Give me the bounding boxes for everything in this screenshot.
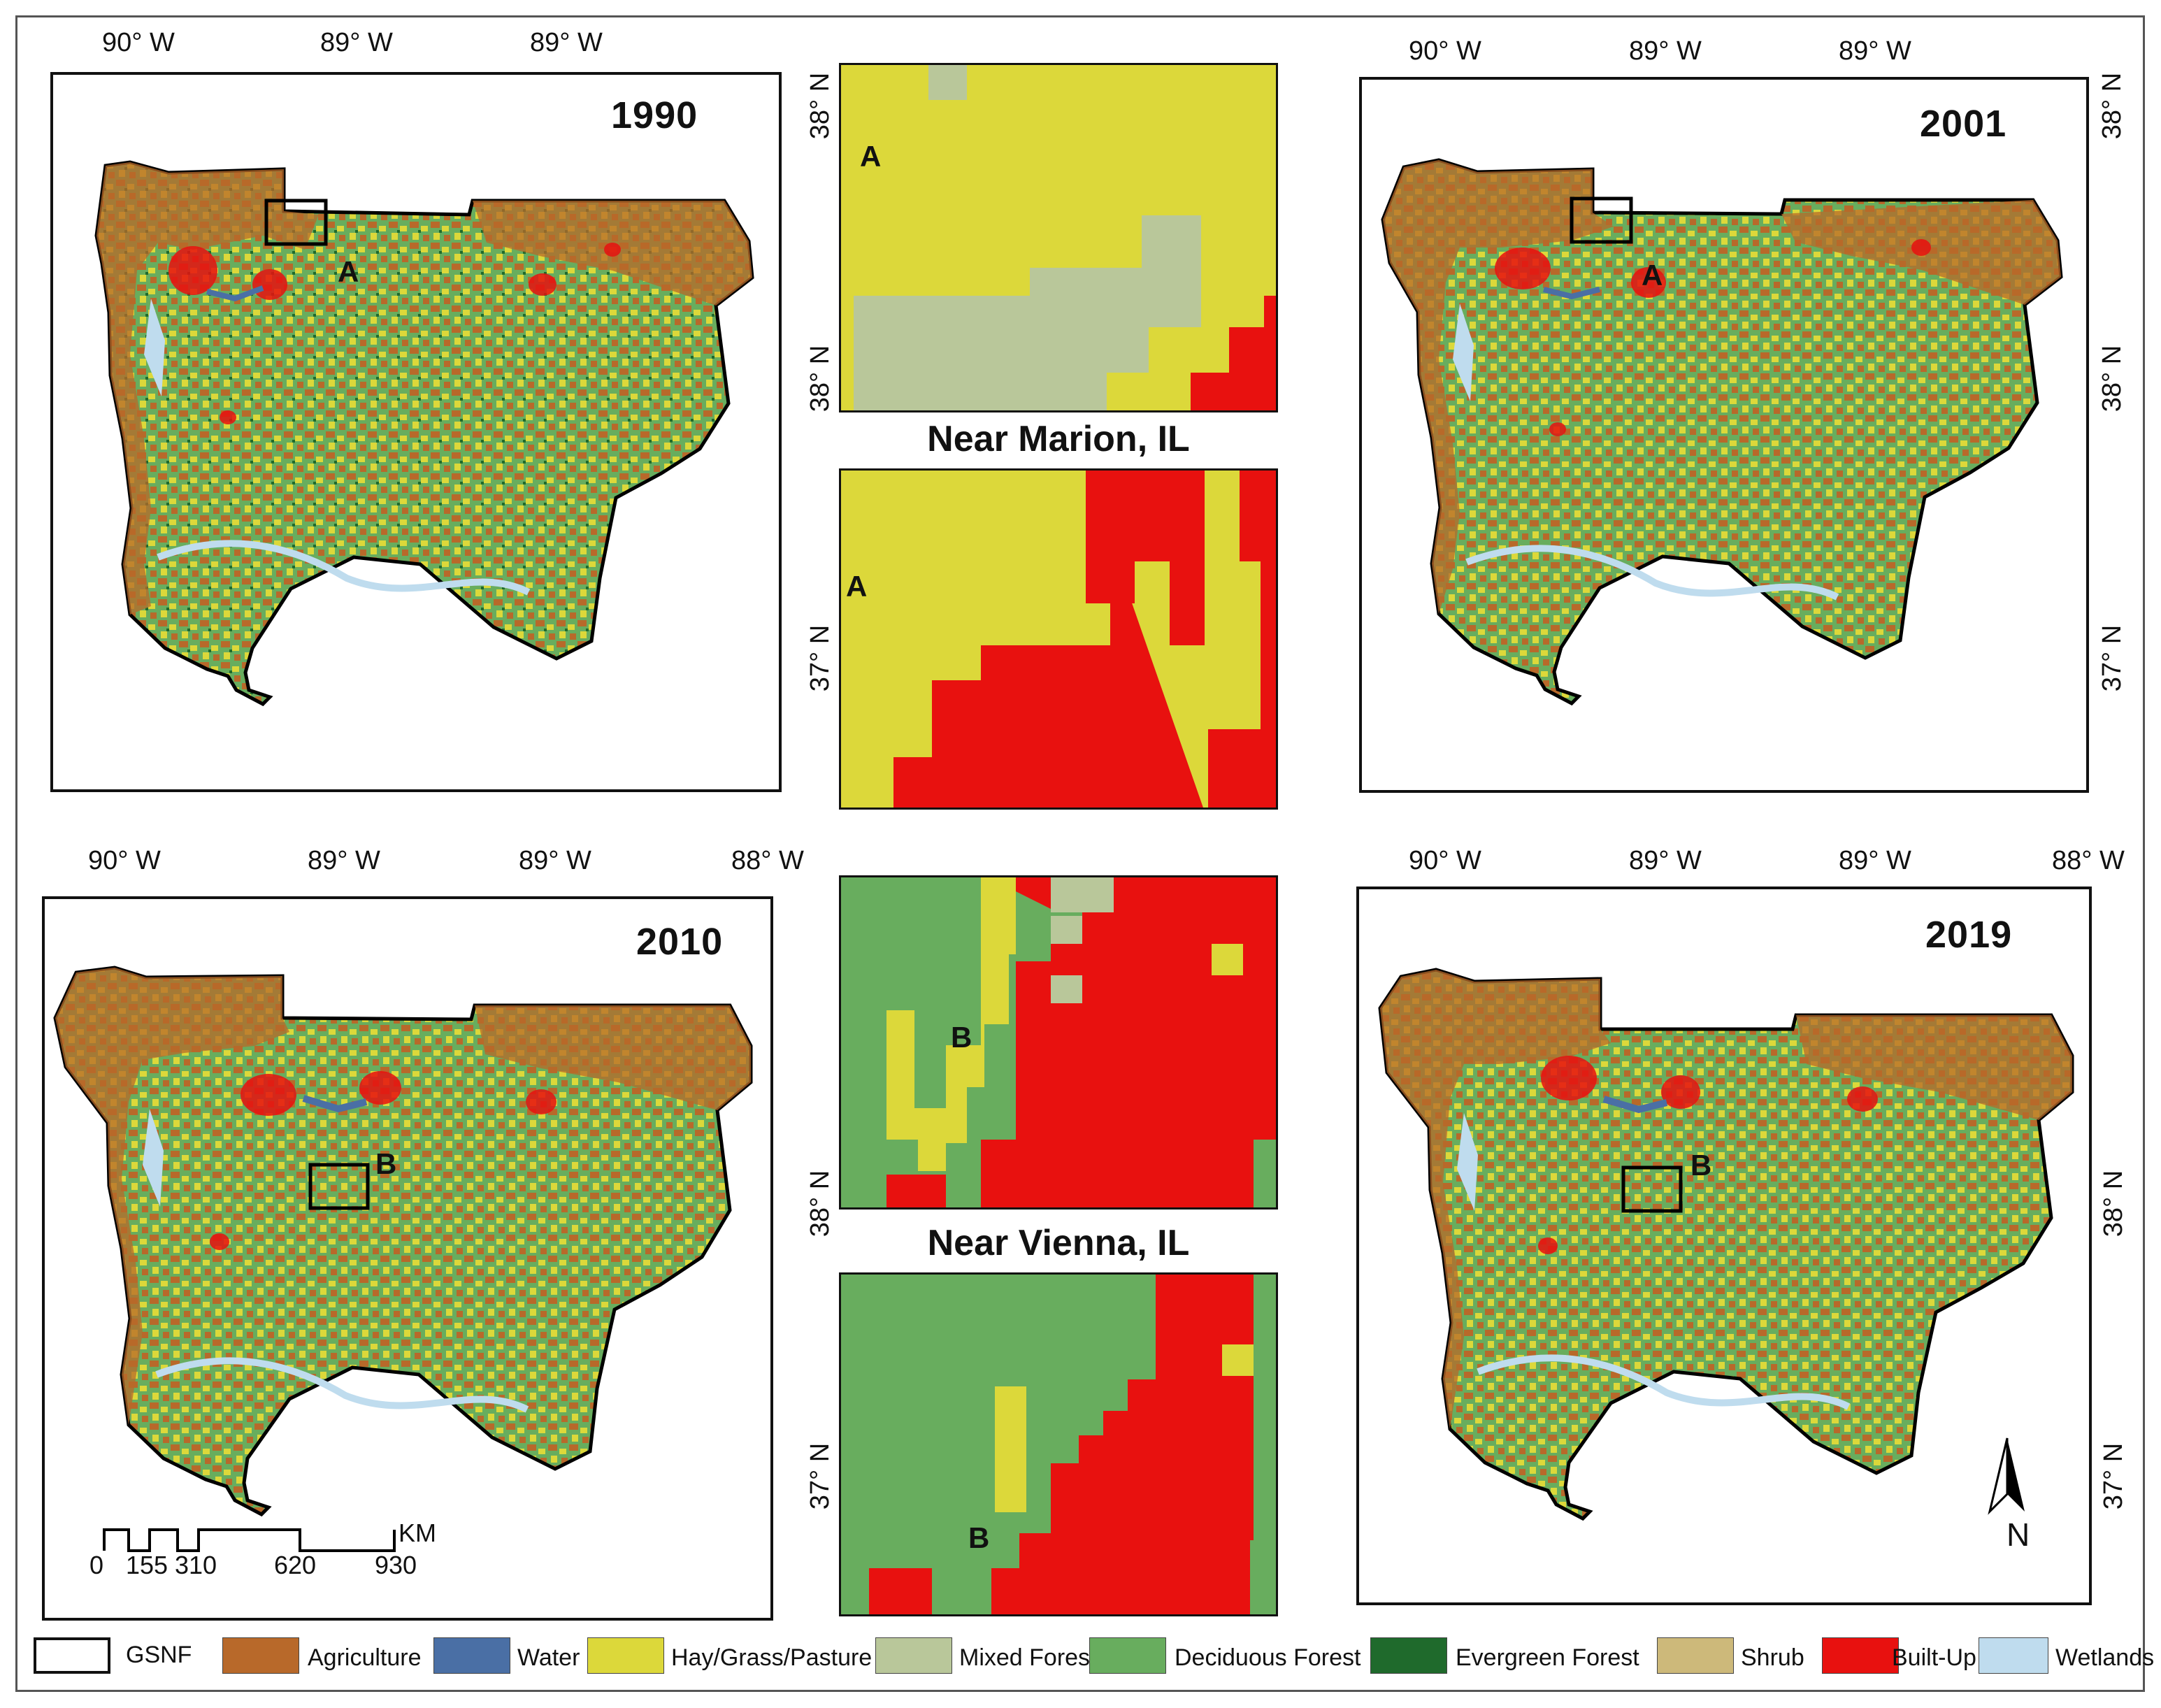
inset-marker: B (951, 1021, 972, 1054)
scale-unit: KM (399, 1519, 436, 1547)
scale-bar (103, 1528, 396, 1552)
inset-marker: A (846, 570, 868, 603)
lat-tick: 37° N (2099, 1442, 2129, 1510)
region-map (94, 160, 754, 707)
map-frame (1359, 77, 2089, 793)
lon-tick: 90° W (1409, 36, 1481, 66)
lon-tick: 89° W (1839, 846, 1911, 875)
lat-tick: 38° N (805, 72, 835, 140)
legend-label: Deciduous Forest (1175, 1644, 1361, 1671)
map-year: 1990 (611, 94, 698, 136)
inset-marker: A (860, 140, 882, 173)
map-frame (42, 896, 773, 1621)
scale-label: 0 (89, 1551, 104, 1579)
inset-pixel-grid (886, 877, 1276, 1207)
legend-label: Agriculture (308, 1644, 422, 1671)
focus-box (1570, 196, 1633, 244)
inset-pixel-grid (854, 65, 1276, 410)
inset-marion-before (839, 63, 1278, 412)
legend-swatch-evergreen (1370, 1637, 1447, 1674)
lon-tick: 89° W (1839, 36, 1911, 66)
map-year: 2001 (1920, 103, 2007, 145)
lat-tick: 38° N (2097, 345, 2127, 412)
legend-swatch-agriculture (222, 1637, 299, 1674)
legend-label: GSNF (126, 1642, 192, 1668)
inset-vienna-before (839, 875, 1278, 1210)
legend-swatch-built-up (1822, 1637, 1899, 1674)
lon-tick: 88° W (731, 846, 804, 875)
scale-label: 930 (375, 1551, 417, 1579)
inset-pixel-grid (869, 1275, 1276, 1614)
focus-box (1621, 1165, 1683, 1213)
legend-swatch-deciduous (1089, 1637, 1166, 1674)
scale-label: 155 (126, 1551, 168, 1579)
scale-label: 310 (175, 1551, 217, 1579)
legend-swatch-wetlands (1979, 1637, 2048, 1674)
focus-box (264, 199, 328, 246)
legend-label: Built-Up (1892, 1644, 1976, 1671)
legend-swatch-hay (587, 1637, 664, 1674)
inset-title: Near Vienna, IL (927, 1223, 1190, 1263)
lon-tick: 90° W (1409, 846, 1481, 875)
scale-label: 620 (274, 1551, 317, 1579)
map-frame (1356, 887, 2092, 1605)
lat-tick: 37° N (805, 624, 835, 692)
lon-tick: 89° W (1629, 846, 1702, 875)
region-map (53, 966, 753, 1517)
lon-tick: 89° W (1629, 36, 1702, 66)
marker-label: B (1690, 1149, 1712, 1182)
legend-swatch-gsnf (34, 1637, 110, 1674)
legend-label: Water (517, 1644, 580, 1671)
lat-tick: 37° N (805, 1442, 835, 1510)
inset-marker: B (968, 1521, 990, 1554)
legend-label: Hay/Grass/Pasture (671, 1644, 873, 1671)
lat-tick: 38° N (805, 345, 835, 412)
inset-marion-after (839, 468, 1278, 810)
region-map (1381, 158, 2063, 706)
lon-tick: 89° W (530, 28, 603, 57)
map-year: 2019 (1925, 914, 2013, 956)
lon-tick: 89° W (308, 846, 380, 875)
lat-tick: 37° N (2097, 624, 2127, 692)
map-year: 2010 (636, 921, 724, 963)
focus-box (308, 1163, 370, 1210)
legend-swatch-water (433, 1637, 510, 1674)
legend-label: Mixed Forest (959, 1644, 1097, 1671)
lon-tick: 88° W (2052, 846, 2125, 875)
marker-label: B (375, 1147, 397, 1180)
inset-pixel-grid (893, 471, 1276, 808)
inset-vienna-after (839, 1272, 1278, 1616)
north-label: N (2006, 1516, 2030, 1553)
lat-tick: 38° N (2099, 1170, 2129, 1237)
legend-swatch-shrub (1657, 1637, 1734, 1674)
inset-title: Near Marion, IL (927, 419, 1190, 459)
marker-label: A (338, 255, 359, 288)
legend-label: Evergreen Forest (1456, 1644, 1639, 1671)
legend-swatch-mixed-forest (875, 1637, 952, 1674)
north-arrow-icon (1988, 1437, 2025, 1515)
marker-label: A (1642, 259, 1663, 292)
lon-tick: 89° W (519, 846, 591, 875)
legend-label: Wetlands (2055, 1644, 2155, 1671)
region-map (1378, 968, 2074, 1521)
legend-label: Shrub (1741, 1644, 1804, 1671)
map-frame (50, 72, 782, 792)
lat-tick: 38° N (2097, 72, 2127, 140)
lat-tick: 38° N (805, 1170, 835, 1237)
lon-tick: 90° W (102, 28, 175, 57)
lon-tick: 90° W (88, 846, 161, 875)
figure-frame (15, 15, 2145, 1692)
lon-tick: 89° W (320, 28, 393, 57)
